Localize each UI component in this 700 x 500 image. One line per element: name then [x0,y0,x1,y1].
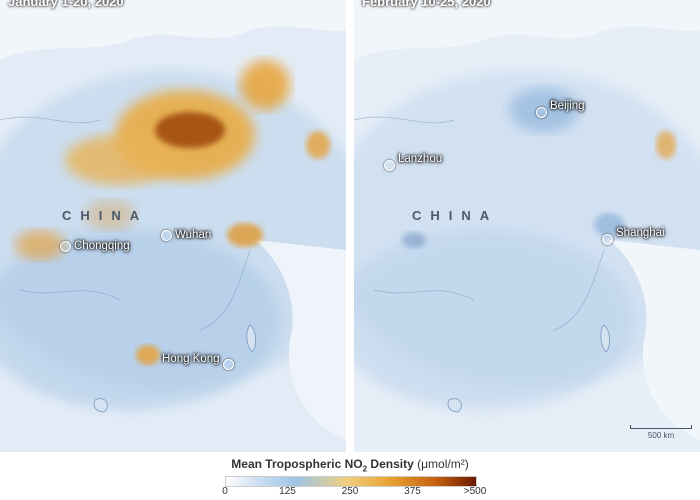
city-name: Hong Kong [162,352,220,365]
country-label: CHINA [412,208,499,223]
city-hong-kong: Hong Kong [162,347,234,370]
city-name: Wuhan [175,229,212,241]
legend-tick: 0 [222,486,228,497]
city-name: Lanzhou [398,152,443,165]
map-february-graphic [354,26,700,452]
city-wuhan: Wuhan [161,229,211,241]
scale-bar: 500 km [630,425,692,440]
legend-ticks: 0 125 250 375 >500 [222,486,486,500]
city-name: Chongqing [74,240,130,252]
country-label: CHINA [62,208,149,223]
city-name: Beijing [550,99,585,112]
city-marker-icon [384,160,395,171]
city-chongqing: Chongqing [60,240,130,252]
legend-title-subscript: 2 [362,464,368,474]
city-marker-icon [60,240,71,252]
legend-title-suffix: Density [367,457,414,471]
map-panel-february: February 10-25, 2020 CHINA Beijing Lanzh… [354,0,700,452]
date-label-january: January 1-20, 2020 [8,0,124,9]
color-ramp [225,476,477,487]
map-panel-january: January 1-20, 2020 CHINA Chongqing Wuhan… [0,0,346,452]
scale-bar-label: 500 km [647,431,675,440]
city-name: Shanghai [616,226,665,239]
legend-tick: 250 [341,486,359,497]
city-marker-icon [602,234,613,245]
city-shanghai: Shanghai [602,220,665,245]
legend-tick: 125 [279,486,296,497]
legend-tick: >500 [463,486,487,497]
city-marker-icon [536,107,547,118]
city-beijing: Beijing [536,93,585,118]
city-marker-icon [222,359,234,370]
map-january-graphic [0,26,346,452]
scale-bar-line [630,425,692,429]
legend-units: (μmol/m²) [417,457,469,471]
city-marker-icon [161,229,172,241]
city-lanzhou: Lanzhou [384,146,442,171]
legend-title-text: Mean Tropospheric NO [231,457,363,471]
legend-tick: 375 [404,486,421,497]
color-legend: Mean Tropospheric NO2 Density (μmol/m²) … [0,452,700,500]
legend-title: Mean Tropospheric NO2 Density (μmol/m²) [0,457,700,473]
date-label-february: February 10-25, 2020 [362,0,491,9]
